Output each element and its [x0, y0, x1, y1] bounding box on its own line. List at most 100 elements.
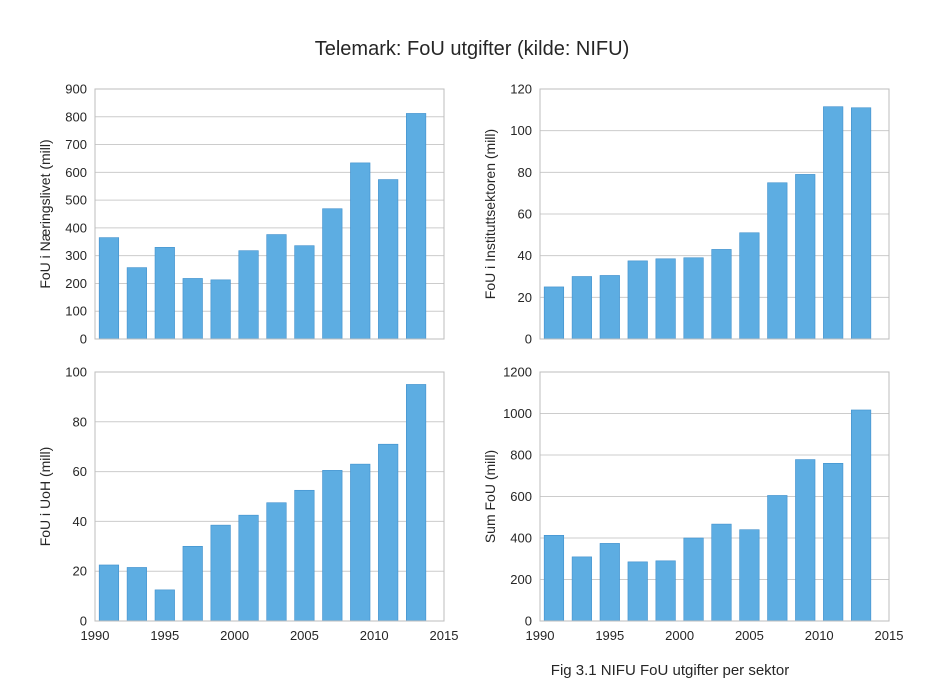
bar-naeringslivet-1995 [154, 247, 175, 340]
bar-sum-fou-2011 [823, 462, 844, 622]
y-tick-label: 40 [518, 248, 532, 263]
x-tick-label: 1990 [81, 628, 110, 643]
y-tick-label: 100 [65, 365, 87, 380]
plot-frame [94, 371, 445, 622]
bar-uoh-2003 [266, 502, 287, 622]
bar-naeringslivet-2003 [266, 234, 287, 340]
x-tick-label: 1995 [150, 628, 179, 643]
x-tick-label: 1995 [595, 628, 624, 643]
bar-sum-fou-1997 [627, 561, 648, 622]
y-tick-label: 80 [73, 414, 87, 429]
bar-instituttsektoren-2007 [767, 182, 788, 340]
bar-sum-fou-1999 [655, 560, 676, 622]
y-tick-label: 800 [510, 448, 532, 463]
y-tick-label: 60 [518, 207, 532, 222]
bar-uoh-1999 [210, 524, 231, 622]
y-axis-label: FoU i Næringslivet (mill) [37, 139, 53, 288]
y-tick-label: 20 [73, 564, 87, 579]
bar-uoh-2011 [378, 443, 399, 622]
bar-instituttsektoren-2001 [683, 257, 704, 340]
y-tick-label: 20 [518, 290, 532, 305]
x-tick-label: 2015 [430, 628, 459, 643]
x-tick-label: 2015 [875, 628, 904, 643]
bar-instituttsektoren-1991 [543, 286, 565, 340]
bar-naeringslivet-2005 [294, 245, 315, 340]
y-tick-label: 60 [73, 464, 87, 479]
y-tick-label: 900 [65, 82, 87, 97]
y-axis-label: Sum FoU (mill) [482, 450, 498, 543]
y-tick-label: 1200 [503, 365, 532, 380]
bar-sum-fou-2003 [711, 523, 732, 622]
y-tick-label: 0 [80, 332, 87, 347]
panel-sum-fou: 0 200 400 600 800 1000 1200 1990 1995 2000 2005 201… [482, 365, 903, 644]
bar-uoh-2005 [294, 489, 315, 622]
bar-instituttsektoren-1995 [599, 275, 620, 340]
y-tick-label: 100 [510, 123, 532, 138]
y-axis-label: FoU i Instituttsektoren (mill) [482, 129, 498, 299]
plot-frame [539, 88, 890, 340]
y-tick-label: 0 [525, 614, 532, 629]
y-tick-label: 200 [510, 572, 532, 587]
x-tick-label: 2010 [805, 628, 834, 643]
y-tick-label: 400 [510, 531, 532, 546]
bar-uoh-1993 [126, 567, 147, 622]
bar-naeringslivet-1993 [126, 267, 147, 340]
bar-uoh-2001 [238, 514, 259, 622]
bar-sum-fou-1991 [543, 535, 565, 622]
bar-instituttsektoren-2013 [851, 107, 872, 340]
bar-uoh-2007 [322, 470, 343, 622]
bar-uoh-1991 [98, 564, 120, 622]
y-tick-label: 700 [65, 137, 87, 152]
panel-fou-uoh: 0 20 40 60 80 100 1990 1995 2000 2005 2010 2015 FoU … [37, 365, 458, 644]
y-tick-label: 100 [65, 304, 87, 319]
y-tick-label: 300 [65, 248, 87, 263]
y-tick-label: 80 [518, 165, 532, 180]
y-tick-label: 600 [510, 489, 532, 504]
bar-uoh-1997 [182, 545, 203, 622]
panel-fou-naeringslivet: 0 100 200 300 400 500 600 700 800 900 FoU i Næring… [37, 82, 445, 347]
bar-uoh-2013 [406, 384, 427, 622]
bar-naeringslivet-2009 [350, 162, 371, 340]
y-tick-label: 1000 [503, 406, 532, 421]
bar-sum-fou-2013 [851, 409, 872, 622]
y-tick-label: 500 [65, 193, 87, 208]
bar-naeringslivet-2007 [322, 208, 343, 340]
bar-sum-fou-2007 [767, 495, 788, 622]
bar-sum-fou-2009 [795, 459, 816, 622]
bar-naeringslivet-2013 [406, 113, 427, 340]
y-tick-label: 800 [65, 109, 87, 124]
bar-instituttsektoren-2003 [711, 249, 732, 340]
y-tick-label: 0 [80, 614, 87, 629]
bar-instituttsektoren-2011 [823, 106, 844, 340]
x-tick-label: 2000 [220, 628, 249, 643]
bar-naeringslivet-2001 [238, 250, 259, 340]
x-tick-label: 2010 [360, 628, 389, 643]
bar-uoh-1995 [154, 589, 175, 622]
y-axis-label: FoU i UoH (mill) [37, 447, 53, 547]
bar-sum-fou-1993 [571, 556, 592, 622]
plot-frame [94, 88, 445, 340]
bar-instituttsektoren-1999 [655, 258, 676, 340]
bar-naeringslivet-1991 [98, 237, 120, 340]
bar-uoh-2009 [350, 463, 371, 622]
x-tick-label: 2000 [665, 628, 694, 643]
bar-sum-fou-2005 [739, 529, 760, 622]
bar-naeringslivet-2011 [378, 179, 399, 340]
y-tick-label: 400 [65, 220, 87, 235]
figure-caption: Fig 3.1 NIFU FoU utgifter per sektor [551, 662, 789, 679]
bar-naeringslivet-1997 [182, 278, 203, 340]
y-tick-label: 40 [73, 514, 87, 529]
bar-naeringslivet-1999 [210, 279, 231, 340]
bar-instituttsektoren-1993 [571, 276, 592, 340]
y-tick-label: 200 [65, 276, 87, 291]
bar-instituttsektoren-2009 [795, 174, 816, 340]
x-tick-label: 2005 [290, 628, 319, 643]
x-tick-label: 2005 [735, 628, 764, 643]
x-tick-label: 1990 [526, 628, 555, 643]
y-tick-label: 600 [65, 165, 87, 180]
y-tick-label: 120 [510, 82, 532, 97]
bar-sum-fou-2001 [683, 537, 704, 622]
y-tick-label: 0 [525, 332, 532, 347]
bar-instituttsektoren-1997 [627, 260, 648, 340]
